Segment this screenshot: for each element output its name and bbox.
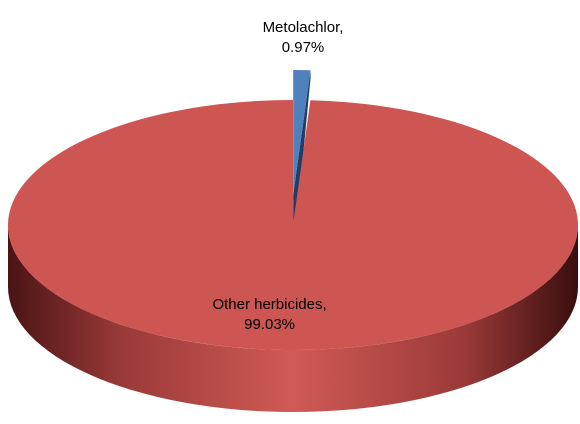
slice-value-label: 0.97% bbox=[282, 39, 325, 56]
slice-label: Other herbicides, bbox=[212, 296, 326, 313]
slice-side bbox=[8, 225, 578, 412]
slice-value-label: 99.03% bbox=[244, 316, 295, 333]
slice bbox=[293, 70, 311, 195]
slice bbox=[7, 100, 578, 350]
slice-label: Metolachlor, bbox=[263, 19, 344, 36]
